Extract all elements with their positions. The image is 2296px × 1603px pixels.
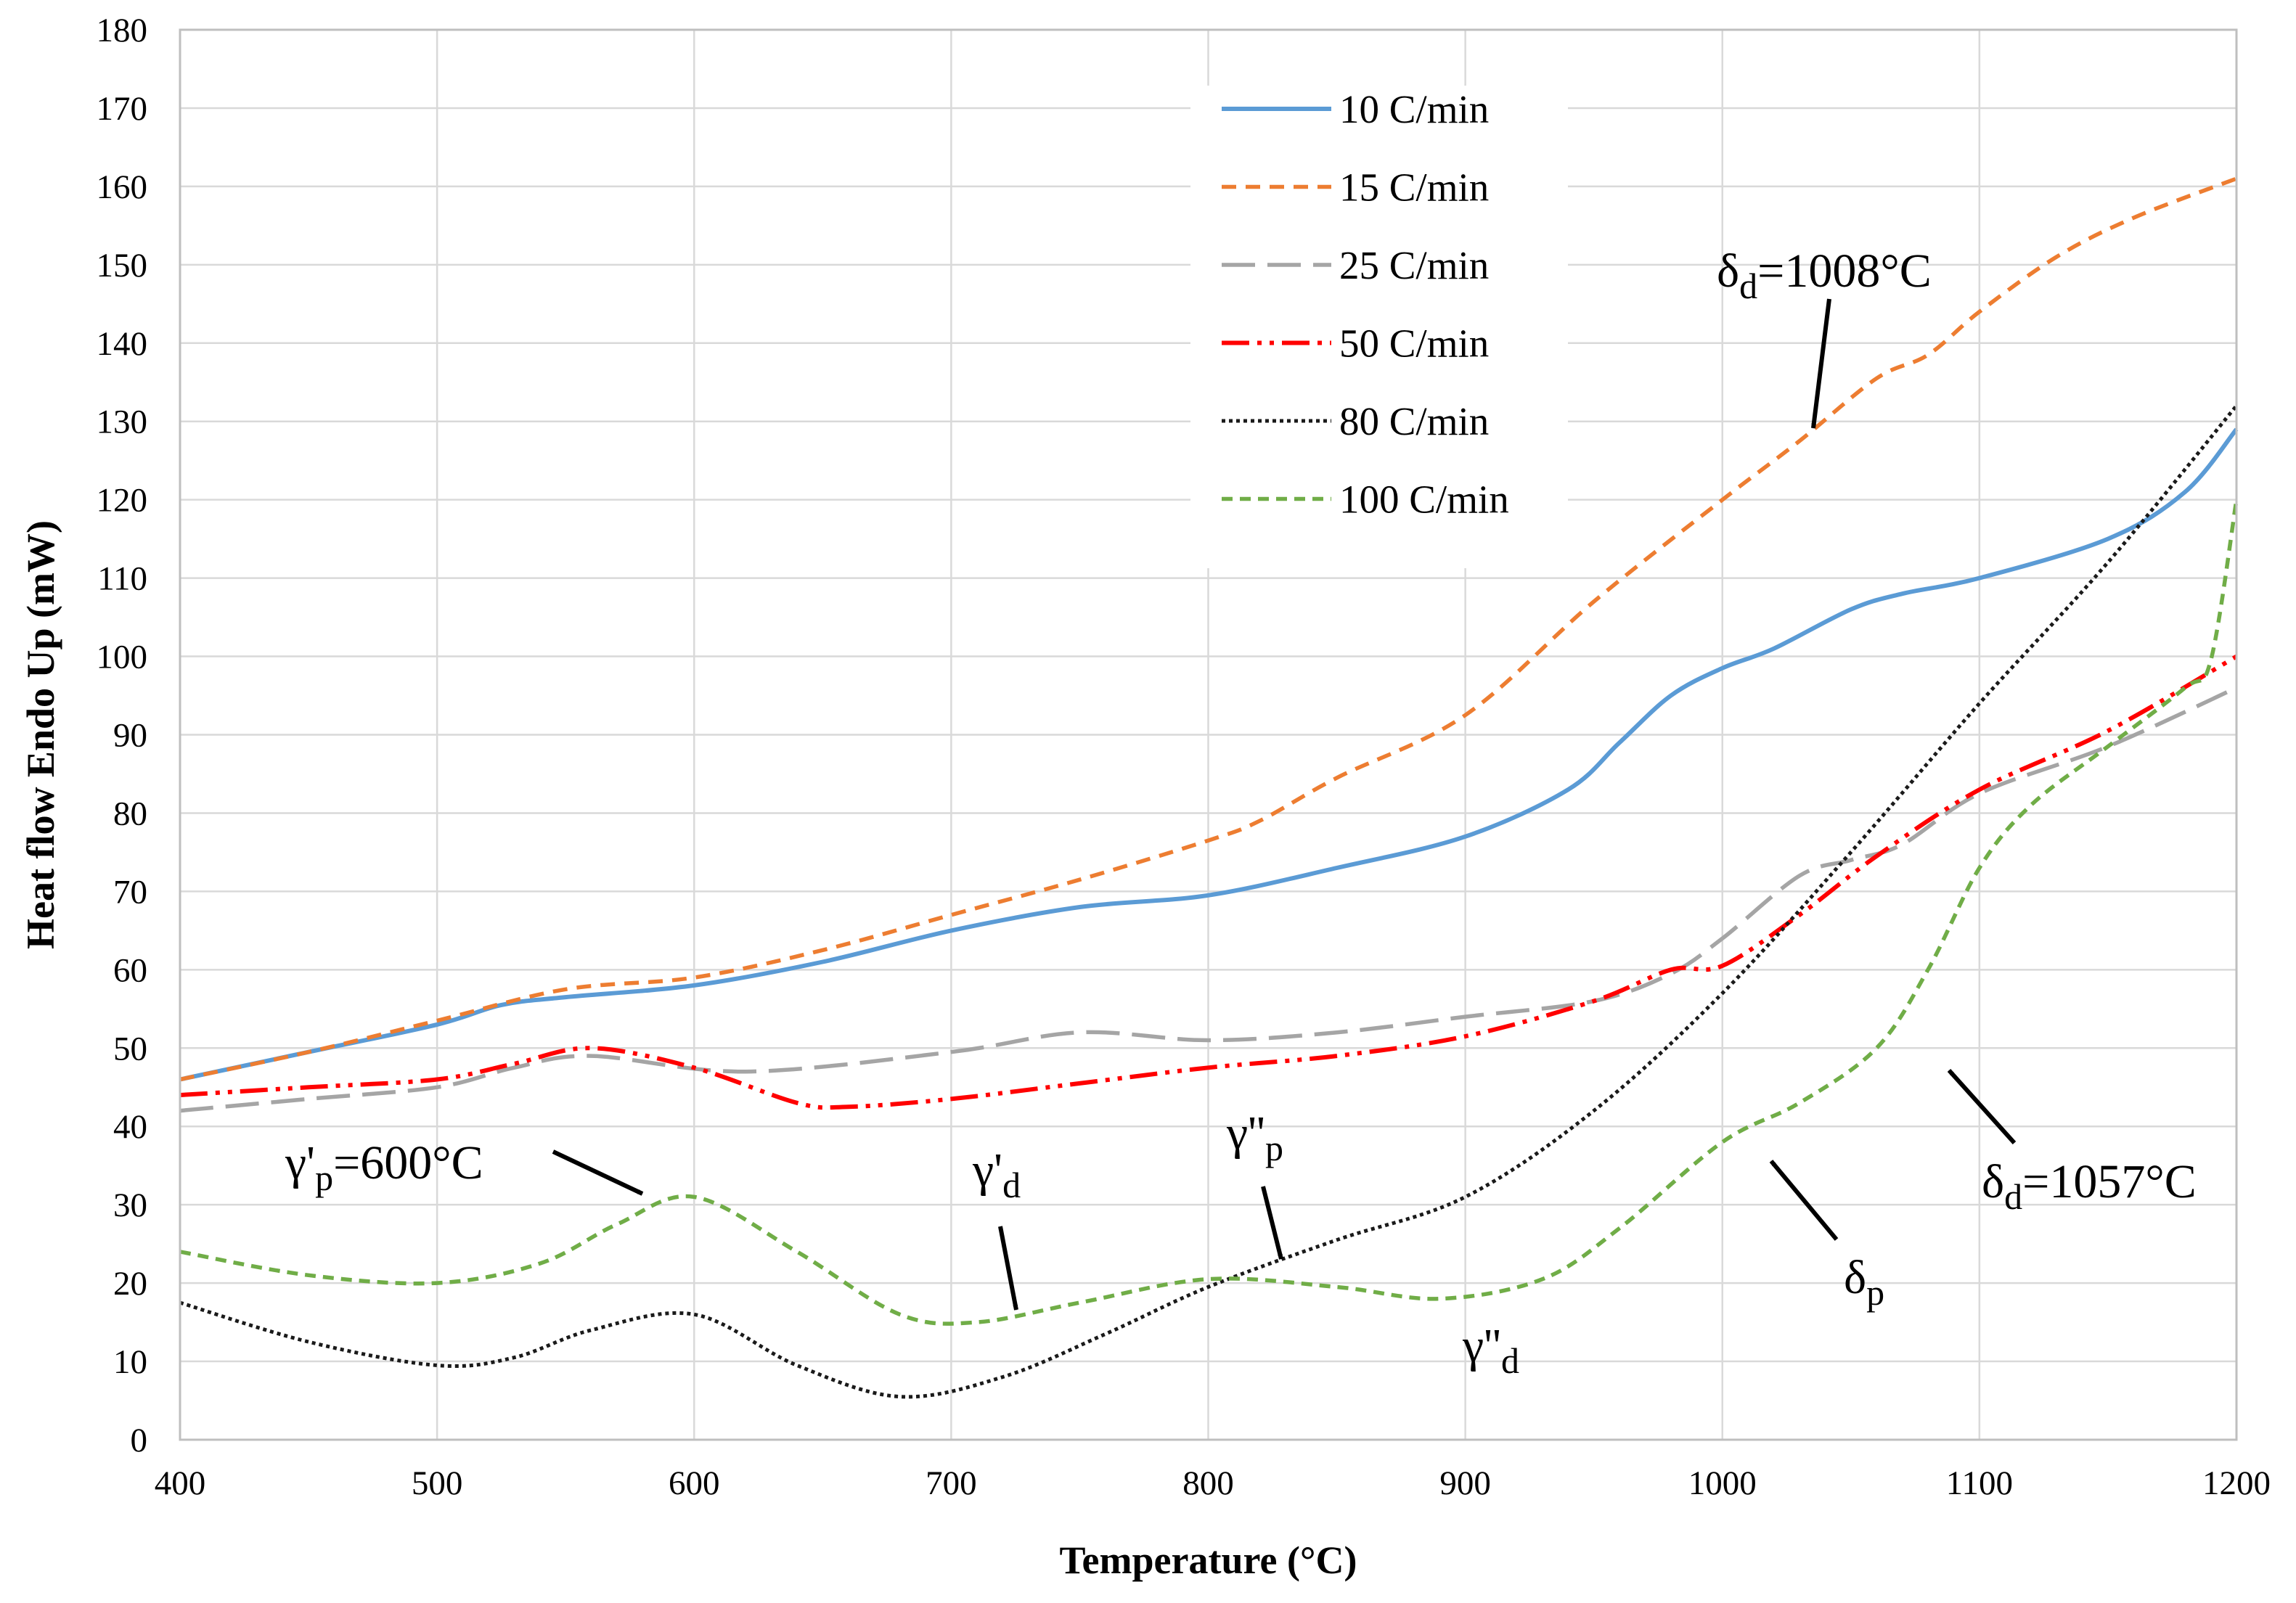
annotation-value: =1057°C [2022, 1155, 2197, 1208]
x-tick-label: 1000 [1688, 1464, 1757, 1502]
y-tick-label: 170 [97, 90, 148, 128]
series-line-80-c-min [179, 404, 2238, 1399]
y-tick-label: 130 [97, 403, 148, 441]
y-tick-label: 180 [97, 12, 148, 49]
annotation-subscript: d [1739, 266, 1757, 306]
y-tick-label: 0 [131, 1422, 148, 1459]
annotation-arrow [1261, 1186, 1283, 1260]
annotation-label: γ'p=600°C [285, 1136, 483, 1198]
x-tick-label: 1200 [2202, 1464, 2271, 1502]
annotation-subscript: d [1002, 1165, 1021, 1205]
annotation-subscript: d [1501, 1340, 1519, 1381]
annotation-symbol: γ'' [1462, 1319, 1501, 1372]
legend-label: 80 C/min [1339, 399, 1489, 443]
annotation-arrow [998, 1226, 1018, 1311]
x-axis-label: Temperature (°C) [1059, 1538, 1357, 1582]
y-tick-label: 80 [113, 795, 147, 832]
y-tick-label: 120 [97, 482, 148, 520]
y-tick-label: 40 [113, 1108, 147, 1146]
y-axis-label: Heat flow Endo Up (mW) [19, 520, 62, 949]
series-line-25-c-min [179, 686, 2238, 1113]
y-tick-label: 90 [113, 717, 147, 755]
annotation-subscript: p [315, 1157, 333, 1198]
annotation-symbol: δ [1844, 1251, 1866, 1304]
annotation-label: δp [1844, 1251, 1884, 1313]
y-tick-labels: 0 10 20 30 40 50 60 70 80 90 100 110 120 130 140 150 160… [97, 12, 148, 1459]
annotation-label: δd=1057°C [1982, 1155, 2197, 1217]
legend-label: 10 C/min [1339, 87, 1489, 131]
legend-label: 25 C/min [1339, 243, 1489, 287]
x-tick-label: 600 [669, 1464, 720, 1502]
y-tick-label: 140 [97, 325, 148, 363]
y-tick-label: 160 [97, 168, 148, 206]
x-tick-labels: 400 500 600 700 800 900 1000 1100 1200 [155, 1464, 2271, 1502]
plot-frame [179, 28, 2238, 1441]
x-tick-label: 800 [1182, 1464, 1234, 1502]
annotation-label: γ'd [972, 1144, 1021, 1205]
legend-label: 50 C/min [1339, 321, 1489, 366]
legend: 10 C/min 15 C/min 25 C/min 50 C/min 80 C/min… [1190, 86, 1568, 568]
y-tick-label: 50 [113, 1030, 147, 1067]
x-tick-label: 400 [155, 1464, 206, 1502]
annotation-subscript: d [2004, 1176, 2022, 1217]
series-line-15-c-min [179, 176, 2237, 1082]
series-line-10-c-min [179, 427, 2239, 1082]
annotation-subscript: p [1265, 1128, 1283, 1168]
annotation-symbol: δ [1982, 1155, 2004, 1208]
annotation-value: =1008°C [1757, 245, 1932, 298]
annotation-value: =600°C [333, 1136, 483, 1189]
annotation-subscript: p [1866, 1272, 1884, 1313]
annotation-label: γ''d [1462, 1319, 1519, 1381]
y-tick-label: 110 [97, 560, 147, 598]
series-layer [179, 176, 2239, 1399]
annotation-arrow [1769, 1160, 1839, 1241]
legend-label: 100 C/min [1339, 477, 1509, 522]
legend-label: 15 C/min [1339, 165, 1489, 210]
y-tick-label: 30 [113, 1186, 147, 1224]
y-tick-label: 70 [113, 873, 147, 911]
legend-box [1190, 86, 1568, 568]
y-tick-label: 60 [113, 951, 147, 989]
y-tick-label: 150 [97, 247, 148, 284]
y-tick-label: 20 [113, 1265, 147, 1303]
annotation-symbol: γ'' [1226, 1107, 1265, 1160]
annotation-label: δd=1008°C [1717, 245, 1932, 306]
y-tick-label: 100 [97, 639, 148, 676]
annotation-arrow [1811, 298, 1831, 429]
annotation-label: γ''p [1226, 1107, 1283, 1168]
x-tick-label: 1100 [1946, 1464, 2013, 1502]
annotation-arrows [552, 298, 2017, 1311]
y-tick-label: 10 [113, 1343, 147, 1381]
annotation-symbol: γ' [972, 1144, 1002, 1197]
series-line-50-c-min [179, 655, 2238, 1110]
annotation-symbol: γ' [285, 1136, 315, 1189]
x-tick-label: 900 [1439, 1464, 1491, 1502]
annotation-symbol: δ [1717, 245, 1739, 298]
x-tick-label: 500 [412, 1464, 463, 1502]
annotations: γ'p=600°C γ'dγ''pγ''dδd=1008°Cδd=1057°Cδp [285, 245, 2197, 1381]
annotation-arrow [552, 1149, 644, 1196]
annotation-arrow [1947, 1068, 2017, 1145]
x-tick-label: 700 [926, 1464, 977, 1502]
